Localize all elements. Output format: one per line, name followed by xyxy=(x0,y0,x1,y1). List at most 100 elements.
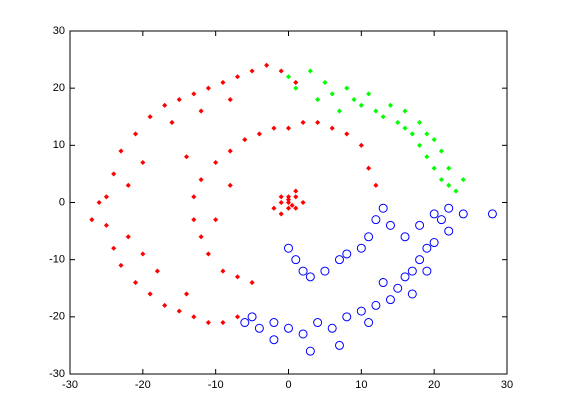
point xyxy=(407,266,417,276)
y-tick-label: 10 xyxy=(53,139,65,151)
point xyxy=(409,131,415,137)
point xyxy=(247,312,257,322)
point xyxy=(227,97,233,103)
point xyxy=(240,318,250,328)
x-tick-label: -20 xyxy=(135,379,151,391)
point xyxy=(356,306,366,316)
point xyxy=(400,272,410,282)
point xyxy=(327,323,337,333)
point xyxy=(285,194,292,200)
point xyxy=(254,323,264,333)
point xyxy=(431,137,437,143)
point xyxy=(271,125,277,131)
point xyxy=(378,203,388,213)
point xyxy=(431,165,437,171)
point xyxy=(313,318,323,328)
point xyxy=(213,159,219,166)
point xyxy=(89,217,95,223)
point xyxy=(358,102,364,108)
point xyxy=(291,255,301,265)
point xyxy=(140,159,146,166)
point xyxy=(293,188,299,194)
point xyxy=(429,238,439,248)
point xyxy=(234,314,241,320)
point xyxy=(205,251,211,257)
x-tick-label: 30 xyxy=(501,379,513,391)
point xyxy=(487,209,497,219)
point xyxy=(191,91,197,97)
y-tick-label: -30 xyxy=(49,368,65,380)
point xyxy=(444,203,454,213)
point xyxy=(400,232,410,242)
point xyxy=(285,199,292,206)
point xyxy=(289,202,295,208)
point xyxy=(183,154,190,160)
point xyxy=(453,188,459,194)
y-tick-label: 20 xyxy=(53,82,65,94)
point xyxy=(424,154,430,160)
point xyxy=(140,251,146,257)
point xyxy=(460,177,466,183)
point xyxy=(205,320,211,326)
point xyxy=(305,346,315,356)
point xyxy=(436,215,446,225)
point xyxy=(366,165,372,171)
point xyxy=(234,274,241,280)
point xyxy=(371,215,381,225)
point xyxy=(364,232,374,242)
y-tick-label: -20 xyxy=(49,311,65,323)
point xyxy=(298,266,308,276)
point xyxy=(298,329,308,339)
point xyxy=(385,295,395,305)
point xyxy=(249,68,255,74)
point xyxy=(162,102,168,108)
point xyxy=(169,119,175,126)
point xyxy=(417,142,423,148)
point xyxy=(402,125,408,131)
x-tick-label: -30 xyxy=(62,379,78,391)
point xyxy=(444,226,454,236)
point xyxy=(133,279,139,286)
point xyxy=(334,340,344,350)
point xyxy=(293,194,299,200)
point xyxy=(284,243,293,253)
point xyxy=(393,283,403,293)
point xyxy=(334,255,344,265)
y-tick-label: -10 xyxy=(49,254,65,266)
point xyxy=(198,177,204,183)
point xyxy=(191,217,197,223)
point xyxy=(429,209,439,219)
point xyxy=(342,249,352,259)
point xyxy=(373,182,379,188)
point xyxy=(198,234,204,240)
y-tick-label: 0 xyxy=(59,196,65,208)
point xyxy=(191,194,197,200)
point xyxy=(422,243,432,253)
point xyxy=(387,102,394,108)
point xyxy=(371,300,381,310)
point xyxy=(162,302,168,308)
point xyxy=(415,220,425,230)
point xyxy=(285,125,292,131)
x-tick-label: 0 xyxy=(285,379,291,391)
point xyxy=(176,97,182,103)
point xyxy=(249,279,255,286)
point xyxy=(191,314,197,320)
point xyxy=(356,243,366,253)
point xyxy=(133,131,139,137)
point xyxy=(422,266,432,276)
point xyxy=(458,209,468,219)
point xyxy=(305,272,315,282)
y-tick-label: 30 xyxy=(53,25,65,37)
x-tick-label: 20 xyxy=(428,379,440,391)
point xyxy=(284,323,293,333)
point xyxy=(407,289,417,299)
point xyxy=(234,74,241,80)
point xyxy=(220,268,226,274)
point xyxy=(205,85,211,91)
point xyxy=(342,312,352,322)
point xyxy=(147,291,153,297)
point xyxy=(329,91,335,97)
point xyxy=(385,220,395,230)
